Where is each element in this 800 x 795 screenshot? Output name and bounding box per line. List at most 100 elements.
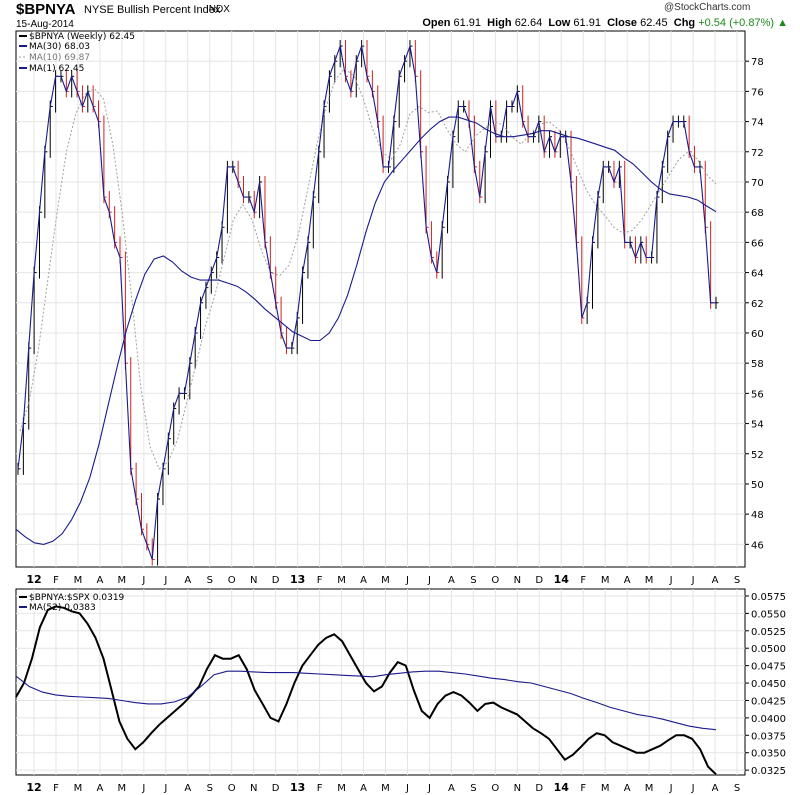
ratio-legend: $BPNYA:$SPX 0.0319 MA(52) 0.0383 [19, 593, 125, 613]
legend-price: $BPNYA (Weekly) 62.45 [29, 32, 135, 42]
chart-date: 15-Aug-2014 [16, 19, 74, 30]
month-tick-label: A [360, 575, 367, 586]
month-tick-label: F [53, 783, 59, 794]
legend-ma10: MA(10) 69.87 [29, 53, 90, 63]
month-tick-label: M [118, 783, 127, 794]
month-tick-label: M [601, 783, 610, 794]
price-y-tick-label: 52 [751, 450, 764, 461]
month-tick-label: O [491, 783, 499, 794]
price-y-tick-label: 56 [751, 389, 764, 400]
price-y-tick-label: 62 [751, 299, 764, 310]
ratio-y-tick-label: 0.0325 [751, 766, 786, 777]
month-tick-label: A [448, 783, 455, 794]
month-tick-label: O [228, 575, 236, 586]
month-tick-label: D [535, 783, 543, 794]
price-y-axis: 46 48 50 52 54 56 58 60 62 64 66 68 70 72 74 76 78 [745, 57, 764, 551]
ratio-y-tick-label: 0.0400 [751, 714, 786, 725]
month-tick-label: A [624, 575, 631, 586]
month-tick-label: J [405, 575, 409, 586]
ma10-line [19, 68, 717, 470]
ratio-y-tick-label: 0.0525 [751, 627, 786, 638]
ratio-line [15, 605, 717, 776]
month-tick-label: S [734, 575, 740, 586]
price-y-tick-label: 74 [751, 118, 764, 129]
quote-summary: Open 61.91 High 62.64 Low 61.91 Close 62… [422, 17, 788, 29]
month-tick-label: A [712, 575, 719, 586]
month-tick-label: M [645, 783, 654, 794]
ratio-y-axis: 0.0325 0.0350 0.0375 0.0400 0.0425 0.0450 0.04… [745, 592, 786, 777]
price-gridlines [16, 31, 745, 567]
month-tick-label: F [580, 783, 586, 794]
change-up-arrow-icon: ▲ [777, 17, 788, 29]
ratio-ma52-line [15, 670, 717, 731]
month-tick-label: M [381, 575, 390, 586]
month-tick-label: J [163, 575, 167, 586]
legend-ma1: MA(1) 62.45 [29, 64, 84, 74]
month-tick-label: 14 [554, 781, 570, 794]
month-tick-label: O [491, 575, 499, 586]
price-y-tick-label: 50 [751, 480, 764, 491]
ratio-y-tick-label: 0.0550 [751, 609, 786, 620]
ticker-symbol: $BPNYA [16, 1, 76, 18]
price-y-tick-label: 66 [751, 238, 764, 249]
month-tick-label: D [272, 575, 280, 586]
month-tick-label: A [96, 575, 103, 586]
month-tick-label: S [734, 783, 740, 794]
price-y-tick-label: 64 [751, 269, 764, 280]
ratio-y-tick-label: 0.0500 [751, 644, 786, 655]
month-tick-label: M [74, 783, 83, 794]
high-label: High [487, 17, 512, 29]
price-legend: $BPNYA (Weekly) 62.45 MA(30) 68.03 MA(10… [19, 32, 135, 74]
month-tick-label: J [427, 575, 431, 586]
ratio-y-tick-label: 0.0575 [751, 592, 786, 603]
month-tick-label: F [53, 575, 59, 586]
low-value: 61.91 [573, 17, 601, 29]
month-tick-label: S [470, 575, 476, 586]
high-value: 62.64 [514, 17, 543, 29]
price-y-tick-label: 46 [751, 540, 764, 551]
month-tick-label: F [317, 575, 323, 586]
month-tick-label: N [514, 783, 521, 794]
month-tick-label: 13 [290, 573, 305, 586]
month-tick-label: N [514, 575, 521, 586]
legend-ratio-ma52: MA(52) 0.0383 [29, 603, 96, 613]
ratio-y-tick-label: 0.0475 [751, 662, 786, 673]
month-tick-label: M [337, 575, 346, 586]
ratio-y-tick-label: 0.0425 [751, 696, 786, 707]
open-label: Open [422, 17, 451, 29]
month-tick-label: J [691, 783, 695, 794]
price-panel-frame [15, 30, 746, 568]
month-tick-label: M [337, 783, 346, 794]
month-tick-label: J [405, 783, 409, 794]
price-y-tick-label: 70 [751, 178, 764, 189]
month-tick-label: N [250, 783, 257, 794]
month-tick-label: A [96, 783, 103, 794]
month-tick-label: J [669, 783, 673, 794]
ratio-panel-frame [15, 588, 746, 776]
month-tick-label: M [74, 575, 83, 586]
month-tick-label: 14 [554, 573, 570, 586]
month-tick-label: D [535, 575, 543, 586]
month-tick-label: M [601, 575, 610, 586]
month-tick-label: M [118, 575, 127, 586]
price-y-tick-label: 60 [751, 329, 764, 340]
month-tick-label: J [141, 783, 145, 794]
month-tick-label: D [272, 783, 280, 794]
open-value: 61.91 [453, 17, 482, 29]
price-x-axis: 12 F M A M J J A S O N D 13 F M A M J J A S O N D 14 F M A M J J A S [26, 573, 740, 586]
price-y-tick-label: 78 [751, 57, 764, 68]
month-tick-label: A [448, 575, 455, 586]
month-tick-label: J [669, 575, 673, 586]
month-tick-label: A [184, 575, 191, 586]
month-tick-label: O [228, 783, 236, 794]
month-tick-label: A [712, 783, 719, 794]
close-label: Close [607, 17, 638, 29]
month-tick-label: M [381, 783, 390, 794]
month-tick-label: F [580, 575, 586, 586]
exchange-label: INDX [206, 4, 230, 15]
legend-ratio: $BPNYA:$SPX 0.0319 [29, 593, 125, 603]
month-tick-label: S [207, 783, 213, 794]
stockcharts-logo: @StockCharts.com [664, 2, 751, 13]
month-tick-label: J [691, 575, 695, 586]
